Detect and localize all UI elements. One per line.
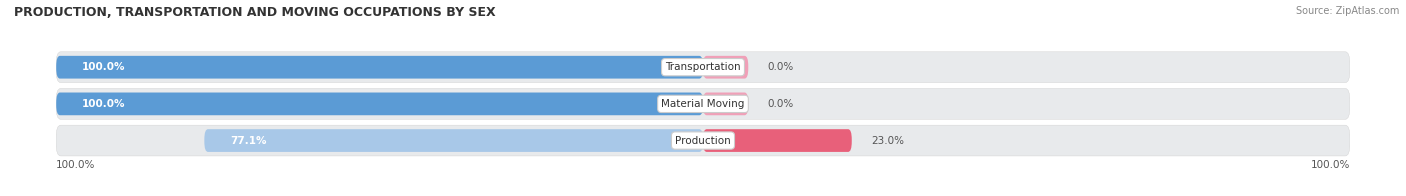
Text: Material Moving: Material Moving: [661, 99, 745, 109]
FancyBboxPatch shape: [56, 56, 703, 79]
Text: 23.0%: 23.0%: [872, 136, 904, 146]
FancyBboxPatch shape: [56, 125, 1350, 156]
Text: Production: Production: [675, 136, 731, 146]
FancyBboxPatch shape: [703, 93, 748, 115]
Text: 100.0%: 100.0%: [82, 62, 125, 72]
FancyBboxPatch shape: [56, 52, 1350, 83]
FancyBboxPatch shape: [703, 129, 852, 152]
Text: 77.1%: 77.1%: [231, 136, 267, 146]
Text: Source: ZipAtlas.com: Source: ZipAtlas.com: [1295, 6, 1399, 16]
Text: PRODUCTION, TRANSPORTATION AND MOVING OCCUPATIONS BY SEX: PRODUCTION, TRANSPORTATION AND MOVING OC…: [14, 6, 496, 19]
FancyBboxPatch shape: [703, 56, 748, 79]
FancyBboxPatch shape: [56, 88, 1350, 119]
Text: 100.0%: 100.0%: [82, 99, 125, 109]
Text: 100.0%: 100.0%: [56, 160, 96, 170]
FancyBboxPatch shape: [204, 129, 703, 152]
Text: Transportation: Transportation: [665, 62, 741, 72]
Text: 0.0%: 0.0%: [768, 99, 794, 109]
Text: 100.0%: 100.0%: [1310, 160, 1350, 170]
Text: 0.0%: 0.0%: [768, 62, 794, 72]
FancyBboxPatch shape: [56, 93, 703, 115]
